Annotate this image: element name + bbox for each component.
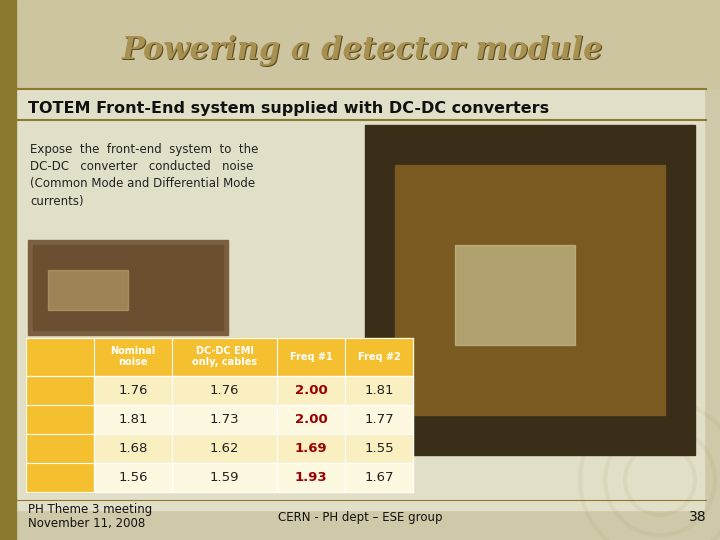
Text: DC-DC EMI: DC-DC EMI (196, 346, 253, 356)
Bar (277, 376, 345, 405)
Text: only, cables: only, cables (192, 357, 257, 367)
Text: (Common Mode and Differential Mode: (Common Mode and Differential Mode (30, 178, 255, 191)
Bar (345, 376, 413, 405)
Text: 1.73: 1.73 (210, 413, 239, 426)
Bar (94, 376, 172, 405)
Bar (26, 338, 413, 376)
Text: 2.00: 2.00 (294, 384, 328, 397)
Text: 2.00: 2.00 (294, 413, 328, 426)
Bar (26, 463, 94, 492)
Text: Expose  the  front-end  system  to  the: Expose the front-end system to the (30, 144, 258, 157)
Bar (277, 434, 345, 463)
Bar (365, 125, 695, 455)
Bar (172, 463, 277, 492)
Bar (172, 376, 277, 405)
Text: 1.81: 1.81 (364, 384, 394, 397)
Text: 1.62: 1.62 (210, 442, 239, 455)
Bar (28, 240, 228, 335)
Text: Freq #1: Freq #1 (289, 352, 333, 362)
Text: Freq #2: Freq #2 (358, 352, 400, 362)
Bar (94, 434, 172, 463)
Text: 1.69: 1.69 (294, 442, 328, 455)
Text: PH Theme 3 meeting: PH Theme 3 meeting (28, 503, 152, 516)
Text: 1.67: 1.67 (364, 471, 394, 484)
Text: Powering a detector module: Powering a detector module (121, 35, 603, 65)
Bar (395, 165, 665, 415)
Text: 1.55: 1.55 (364, 442, 394, 455)
Text: DC-DC   converter   conducted   noise: DC-DC converter conducted noise (30, 160, 253, 173)
Bar (455, 245, 575, 345)
Bar (277, 463, 345, 492)
Bar (94, 463, 172, 492)
Text: 1.76: 1.76 (118, 384, 148, 397)
Text: Nominal: Nominal (110, 346, 156, 356)
Text: 1.93: 1.93 (294, 471, 328, 484)
Bar (0, 0, 720, 88)
Text: 1.76: 1.76 (210, 384, 239, 397)
Text: 1.56: 1.56 (118, 471, 148, 484)
Bar (33, 245, 223, 330)
Bar (172, 434, 277, 463)
Bar (345, 434, 413, 463)
Bar (277, 405, 345, 434)
Text: 1.59: 1.59 (210, 471, 239, 484)
Bar (26, 376, 94, 405)
Text: CERN - PH dept – ESE group: CERN - PH dept – ESE group (278, 510, 442, 523)
Text: 1.81: 1.81 (118, 413, 148, 426)
Bar (0, 0, 16, 540)
Text: TOTEM Front-End system supplied with DC-DC converters: TOTEM Front-End system supplied with DC-… (28, 100, 549, 116)
Bar (26, 434, 94, 463)
Bar (345, 463, 413, 492)
Bar (26, 405, 94, 434)
Text: 1.68: 1.68 (118, 442, 148, 455)
Text: Powering a detector module: Powering a detector module (122, 36, 604, 67)
Text: November 11, 2008: November 11, 2008 (28, 517, 145, 530)
Bar (172, 405, 277, 434)
Text: currents): currents) (30, 194, 84, 207)
Text: noise: noise (118, 357, 148, 367)
Text: 38: 38 (689, 510, 707, 524)
Bar (16, 90, 704, 510)
Bar (345, 405, 413, 434)
Text: 1.77: 1.77 (364, 413, 394, 426)
Bar (94, 405, 172, 434)
Bar (48, 270, 128, 310)
